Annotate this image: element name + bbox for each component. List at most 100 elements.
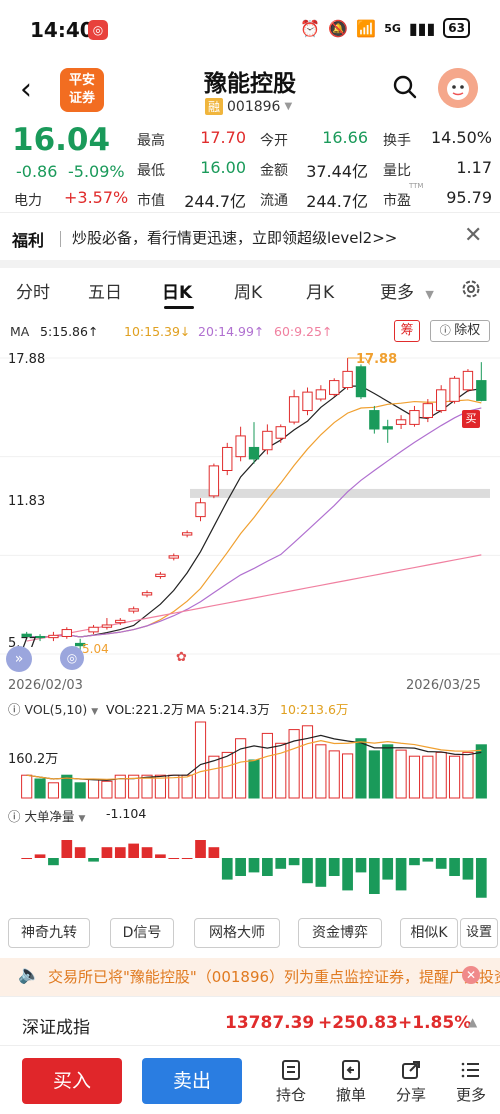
ma-legend[interactable]: MA 5:15.86↑ 10:15.39↓ 20:14.99↑ 60:9.25↑ <box>0 318 500 344</box>
candle-body <box>168 555 179 559</box>
big-order-bar <box>168 858 180 859</box>
nav-positions[interactable]: 持仓 <box>266 1058 316 1105</box>
nav-positions-label: 持仓 <box>275 1086 306 1104</box>
candle-body <box>382 426 393 430</box>
status-bar: 14:40 ◎ ⏰ 🔕 📶 5G ▮▮▮ 63 <box>0 0 500 60</box>
tool-similar-k[interactable]: 相似K <box>400 918 458 948</box>
candle-body <box>48 634 59 639</box>
sector-change[interactable]: +3.57% <box>64 188 129 207</box>
volume-bar <box>328 750 340 799</box>
settings-gear-icon[interactable] <box>460 278 482 300</box>
event-marker-icon[interactable]: ◎ <box>60 646 84 670</box>
tab-weekly-k[interactable]: 周K <box>234 283 263 303</box>
candle-body <box>449 377 460 402</box>
candle-body <box>61 629 72 637</box>
expand-up-icon[interactable]: ▲ <box>468 1015 478 1029</box>
high-marker: 17.88 <box>356 352 398 367</box>
search-icon[interactable] <box>392 74 418 100</box>
mute-icon: 🔕 <box>328 18 349 38</box>
tool-magic-nine[interactable]: 神奇九转 <box>8 918 90 948</box>
tool-grid-master[interactable]: 网格大师 <box>194 918 280 948</box>
broker-logo[interactable]: 平安 证券 <box>60 68 104 112</box>
nav-share-label: 分享 <box>395 1086 426 1104</box>
candle-body <box>34 635 46 639</box>
nav-more-label: 更多 <box>455 1086 486 1104</box>
big-order-bar <box>221 858 233 880</box>
tool-d-signal[interactable]: D信号 <box>110 918 174 948</box>
field-value-turnover: 14.50% <box>430 128 492 147</box>
big-order-bar <box>195 840 206 858</box>
big-order-bar <box>114 847 126 858</box>
app-notification-icon: ◎ <box>88 20 108 40</box>
nav-share[interactable]: 分享 <box>386 1058 436 1105</box>
volume-ma10: 10:213.6万 <box>280 702 349 717</box>
y-axis-max: 17.88 <box>8 352 46 367</box>
adjust-rights-button[interactable]: ⓘ 除权 <box>430 320 490 342</box>
info-icon: ⓘ <box>439 324 455 337</box>
price-change-pct: -5.09% <box>68 162 125 181</box>
chip-distribution-button[interactable]: 筹 <box>394 320 420 342</box>
big-order-legend[interactable]: ⓘ 大单净量 ▼ -1.104 <box>0 804 500 824</box>
tab-five-day[interactable]: 五日 <box>88 283 122 303</box>
candle-body <box>395 419 407 425</box>
volume-chart[interactable]: 160.2万 <box>0 718 500 802</box>
tool-fund-game[interactable]: 资金博弈 <box>298 918 382 948</box>
event-star-icon[interactable]: ✿ <box>176 650 187 665</box>
volume-bar <box>168 774 180 799</box>
big-order-bar <box>288 858 300 866</box>
avatar[interactable] <box>438 68 478 108</box>
big-order-bar <box>368 858 380 894</box>
big-order-bar <box>34 854 46 858</box>
volume-bar <box>288 729 300 799</box>
close-icon[interactable]: ✕ <box>462 966 480 984</box>
low-marker: 5.04 <box>82 642 109 656</box>
expand-left-icon[interactable]: » <box>6 646 32 672</box>
big-order-chart[interactable] <box>0 820 500 912</box>
cancel-order-icon <box>342 1060 360 1080</box>
speaker-icon: 🔈 <box>18 964 41 985</box>
index-ticker[interactable]: 深证成指 13787.39 +250.83 +1.85% ▲ <box>0 996 500 1046</box>
back-icon[interactable]: ‹ <box>20 72 32 107</box>
volume-bar <box>128 774 140 799</box>
battery-icon: 63 <box>443 18 470 38</box>
volume-axis-label: 160.2万 <box>8 752 59 767</box>
candle-body <box>436 389 447 412</box>
big-order-bar <box>128 843 140 858</box>
menu-icon <box>461 1062 479 1078</box>
nav-cancel-order[interactable]: 撤单 <box>326 1058 376 1105</box>
candle-body <box>462 370 474 391</box>
buy-button[interactable]: 买入 <box>22 1058 122 1104</box>
volume-bar <box>21 774 33 799</box>
sell-button[interactable]: 卖出 <box>142 1058 242 1104</box>
volume-bar <box>395 749 407 799</box>
big-order-bar <box>275 858 287 869</box>
big-order-bar <box>48 858 59 866</box>
nav-more[interactable]: 更多 <box>446 1058 496 1105</box>
big-order-bar <box>449 858 460 876</box>
stock-code-line[interactable]: 融 001896 ▼ <box>205 98 292 115</box>
alarm-icon: ⏰ <box>300 18 321 38</box>
field-value-pe: 95.79 <box>446 188 492 207</box>
volume-bar <box>448 755 461 799</box>
stock-header: ‹ 平安 证券 豫能控股 融 001896 ▼ <box>0 60 500 122</box>
welfare-banner[interactable]: 福利 炒股必备，看行情更迅速，立即领超级level2>> ✕ <box>0 212 500 260</box>
volume-bar <box>275 742 287 799</box>
candle-body <box>88 626 99 633</box>
candle-body <box>141 592 153 596</box>
tab-more[interactable]: 更多 ▼ <box>380 278 434 303</box>
welfare-text[interactable]: 炒股必备，看行情更迅速，立即领超级level2>> <box>72 229 398 247</box>
candle-body <box>315 389 327 400</box>
kline-chart[interactable]: 17.88 11.83 5.77 17.88 5.04 买 » ◎ ✿ <box>0 344 500 676</box>
tab-monthly-k[interactable]: 月K <box>306 283 335 303</box>
ma10-value: 10:15.39↓ <box>124 324 191 339</box>
risk-warning-banner[interactable]: 🔈 交易所已将"豫能控股"（001896）列为重点监控证券，提醒广大投资者注意二… <box>0 958 500 996</box>
resistance-band <box>190 488 490 498</box>
tool-settings[interactable]: 设置 <box>460 918 498 948</box>
volume-bar <box>47 782 60 799</box>
candle-body <box>235 435 246 458</box>
sector-name[interactable]: 电力 <box>14 193 42 209</box>
tab-daily-k[interactable]: 日K <box>162 283 193 303</box>
close-icon[interactable]: ✕ <box>464 223 483 248</box>
tab-intraday[interactable]: 分时 <box>16 283 50 303</box>
volume-legend[interactable]: ⓘ VOL(5,10) ▼ VOL:221.2万 MA 5:214.3万 10:… <box>0 696 500 718</box>
